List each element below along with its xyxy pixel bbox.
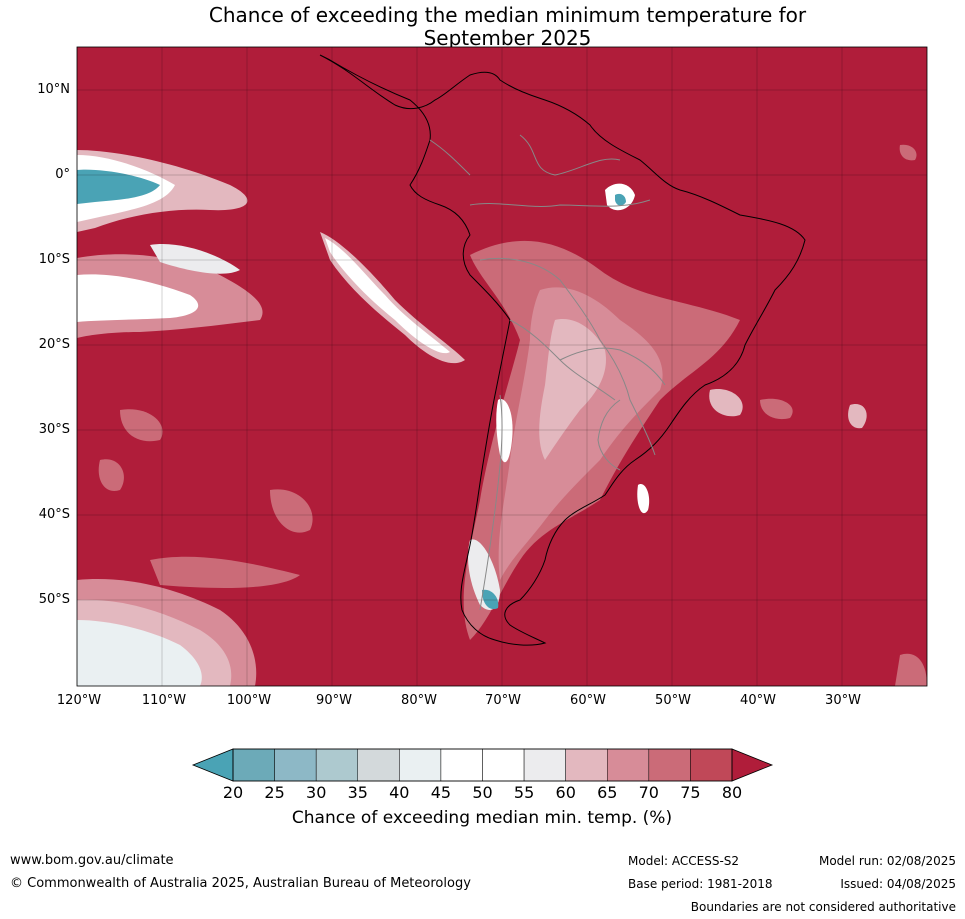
colorbar-tick: 80 <box>721 783 743 802</box>
copyright-text: © Commonwealth of Australia 2025, Austra… <box>10 876 471 891</box>
model-run-text: Model run: 02/08/2025 <box>818 854 956 868</box>
colorbar-cell <box>565 748 608 782</box>
colorbar-tick: 30 <box>306 783 327 802</box>
lat-label-20s: 20°S <box>38 337 70 352</box>
title-line-2: September 2025 <box>423 26 592 50</box>
country-borders <box>429 134 666 611</box>
colorbar-cell <box>607 748 650 782</box>
lon-label-110w: 110°W <box>141 693 187 708</box>
colorbar-cell <box>482 748 525 782</box>
colorbar-cell <box>648 748 691 782</box>
lat-label-40s: 40°S <box>38 507 70 522</box>
map-title: Chance of exceeding the median minimum t… <box>0 4 965 50</box>
colorbar-tick: 75 <box>680 783 701 802</box>
lon-label-90w: 90°W <box>316 693 352 708</box>
colorbar-tick: 25 <box>264 783 285 802</box>
lon-label-30w: 30°W <box>825 693 861 708</box>
colorbar-cells <box>232 748 733 782</box>
colorbar-tick: 45 <box>430 783 452 802</box>
lat-label-10n: 10°N <box>37 82 70 97</box>
coastline <box>319 54 806 646</box>
colorbar-frame <box>232 748 733 782</box>
colorbar-cell <box>274 748 317 782</box>
colorbar-cell <box>399 748 442 782</box>
model-text: Model: ACCESS-S2 <box>628 854 740 868</box>
map-frame <box>76 46 928 687</box>
lat-label-50s: 50°S <box>38 592 70 607</box>
colorbar-tick: 40 <box>389 783 410 802</box>
lon-label-60w: 60°W <box>570 693 606 708</box>
lon-label-80w: 80°W <box>401 693 437 708</box>
lat-label-0: 0° <box>55 167 70 182</box>
colorbar-label: Chance of exceeding median min. temp. (%… <box>291 808 673 828</box>
colorbar-high-arrow <box>731 748 774 782</box>
colorbar-cell <box>357 748 400 782</box>
colorbar-cell <box>440 748 483 782</box>
disclaimer-text: Boundaries are not considered authoritat… <box>690 900 956 914</box>
colorbar-cell <box>232 748 275 782</box>
colorbar-tick: 65 <box>597 783 618 802</box>
lat-label-10s: 10°S <box>38 252 70 267</box>
colorbar-cell <box>690 748 733 782</box>
website-link[interactable]: www.bom.gov.au/climate <box>10 853 174 868</box>
colorbar-tick: 20 <box>222 783 244 802</box>
colorbar-cell <box>523 748 566 782</box>
lon-label-70w: 70°W <box>485 693 521 708</box>
colorbar-tick: 70 <box>638 783 659 802</box>
base-period-text: Base period: 1981-2018 <box>628 877 773 891</box>
lon-label-120w: 120°W <box>56 693 102 708</box>
lat-label-30s: 30°S <box>38 422 70 437</box>
colorbar-cell <box>315 748 358 782</box>
colorbar-tick: 50 <box>472 783 493 802</box>
lon-label-100w: 100°W <box>226 693 272 708</box>
colorbar-tick: 60 <box>555 783 576 802</box>
title-line-1: Chance of exceeding the median minimum t… <box>208 3 807 27</box>
probability-contours <box>77 144 927 686</box>
lon-label-40w: 40°W <box>740 693 776 708</box>
colorbar-tick: 55 <box>513 783 535 802</box>
issued-text: Issued: 04/08/2025 <box>840 877 956 891</box>
colorbar-low-arrow <box>191 748 234 782</box>
colorbar-tick: 35 <box>347 783 368 802</box>
lon-label-50w: 50°W <box>655 693 691 708</box>
